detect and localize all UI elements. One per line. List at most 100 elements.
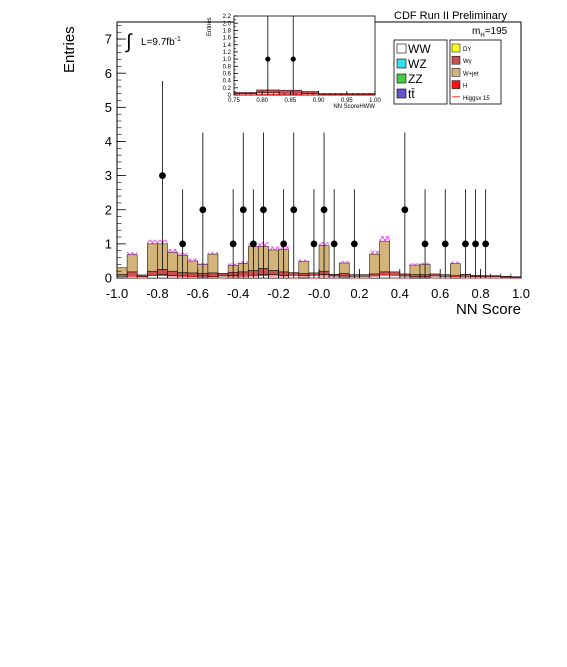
x-tick-label: 0.85 — [285, 98, 297, 104]
x-axis-title: NN Score — [456, 301, 521, 318]
bar-w- — [429, 273, 441, 277]
legend-swatch-zz — [396, 73, 407, 84]
chart-title: CDF Run II Preliminary — [394, 10, 508, 22]
bar-w-jet — [167, 252, 178, 272]
bar-w- — [298, 272, 310, 276]
data-point — [401, 206, 409, 214]
y-tick-label: 0.2 — [223, 86, 232, 92]
bar-w- — [167, 270, 178, 276]
legend-swatch-w-jet — [451, 68, 461, 77]
data-point — [229, 240, 237, 248]
bar-w-jet — [450, 263, 461, 276]
y-tick-label: 0.4 — [223, 79, 232, 85]
bar-w- — [338, 272, 350, 277]
data-point — [482, 240, 490, 248]
x-tick-label: 0.2 — [350, 286, 368, 301]
data-point — [320, 206, 328, 214]
x-tick-label: 0.95 — [341, 98, 353, 104]
y-tick-label: 1.2 — [223, 50, 232, 56]
bar-w-jet — [369, 253, 380, 275]
bar-w-jet — [268, 249, 279, 271]
y-tick-label: 6 — [105, 66, 112, 81]
data-point — [159, 172, 166, 180]
bar-w- — [217, 272, 229, 277]
bar-w- — [490, 275, 502, 277]
signal-hatch-bar — [167, 248, 178, 253]
legend-label-tt-: tt̄ — [408, 87, 415, 101]
signal-hatch-bar — [279, 89, 302, 91]
x-tick-label: 0.80 — [256, 98, 268, 104]
bar-ww — [157, 274, 168, 279]
signal-hatch-bar — [147, 239, 158, 244]
data-point — [462, 240, 469, 248]
data-point — [239, 206, 247, 214]
legend-label-ww: WW — [408, 42, 431, 56]
bar-w- — [147, 270, 158, 276]
inset-x-axis-title: NN ScoreHWW — [333, 104, 375, 110]
signal-hatch-bar — [450, 261, 461, 264]
signal-hatch-bar — [339, 261, 350, 263]
signal-hatch-bar — [409, 263, 420, 266]
y-tick-label: 0 — [105, 271, 112, 286]
bar-w- — [207, 272, 219, 277]
data-point — [290, 56, 296, 62]
x-tick-label: -0.8 — [146, 286, 168, 301]
bar-w- — [116, 274, 128, 277]
signal-hatch-bar — [207, 252, 218, 255]
x-tick-label: -0.6 — [187, 286, 209, 301]
x-tick-label: 0.8 — [472, 286, 490, 301]
x-tick-label: -1.0 — [106, 286, 128, 301]
y-tick-label: 0 — [228, 93, 232, 99]
inset-frame — [233, 15, 376, 96]
y-tick-label: 1 — [105, 236, 112, 251]
data-point — [280, 240, 288, 248]
data-point — [199, 206, 207, 214]
y-tick-label: 2.2 — [223, 14, 232, 20]
bar-w-jet — [338, 262, 350, 274]
x-tick-label: 1.00 — [369, 98, 381, 104]
data-point — [441, 240, 449, 248]
legend-label-higgsx-15: Higgsx 15 — [463, 96, 490, 102]
bar-w- — [136, 274, 148, 277]
legend-label-dy: DY — [463, 47, 471, 53]
inset-y-axis-title: Entries — [207, 17, 213, 36]
legend-label-wz: WZ — [408, 57, 427, 71]
signal-hatch-bar — [127, 252, 138, 255]
bar-w- — [126, 271, 138, 276]
bar-ww — [379, 275, 390, 279]
x-tick-label: -0.0 — [308, 286, 330, 301]
mass-label: mH=195 — [472, 26, 508, 39]
y-tick-label: 0.6 — [223, 72, 232, 78]
y-tick-label: 4 — [105, 134, 112, 149]
legend-swatch-dy — [451, 43, 461, 53]
bar-w-jet — [379, 240, 390, 273]
bar-w-jet — [187, 260, 199, 274]
bar-w-jet — [207, 253, 219, 274]
legend-swatch-ww — [396, 43, 407, 54]
y-tick-label: 1.6 — [223, 36, 232, 42]
bar-w- — [500, 276, 512, 278]
y-tick-label: 0.8 — [223, 64, 232, 70]
data-point — [330, 240, 338, 248]
legend-label-w-: Wγ — [463, 59, 472, 65]
bar-w- — [268, 270, 279, 275]
legend-swatch-wz — [396, 58, 407, 69]
bar-w-jet — [298, 261, 310, 274]
signal-hatch-bar — [268, 246, 279, 251]
legend-label-h: H — [463, 84, 467, 90]
data-point — [249, 240, 257, 248]
legend-swatch-w- — [451, 55, 461, 65]
bar-w- — [510, 276, 522, 278]
integral-symbol: ∫ — [125, 31, 133, 53]
bar-w- — [359, 274, 370, 277]
bar-w-jet — [409, 264, 421, 275]
y-tick-label: 1.0 — [223, 57, 232, 63]
x-tick-label: -0.2 — [267, 286, 289, 301]
data-point — [310, 240, 318, 248]
signal-hatch-bar — [369, 250, 380, 255]
x-tick-label: 0.90 — [313, 98, 325, 104]
x-tick-label: 0.75 — [228, 98, 240, 104]
lumi-label: L=9.7fb-1 — [141, 36, 181, 48]
bar-w- — [301, 91, 319, 94]
